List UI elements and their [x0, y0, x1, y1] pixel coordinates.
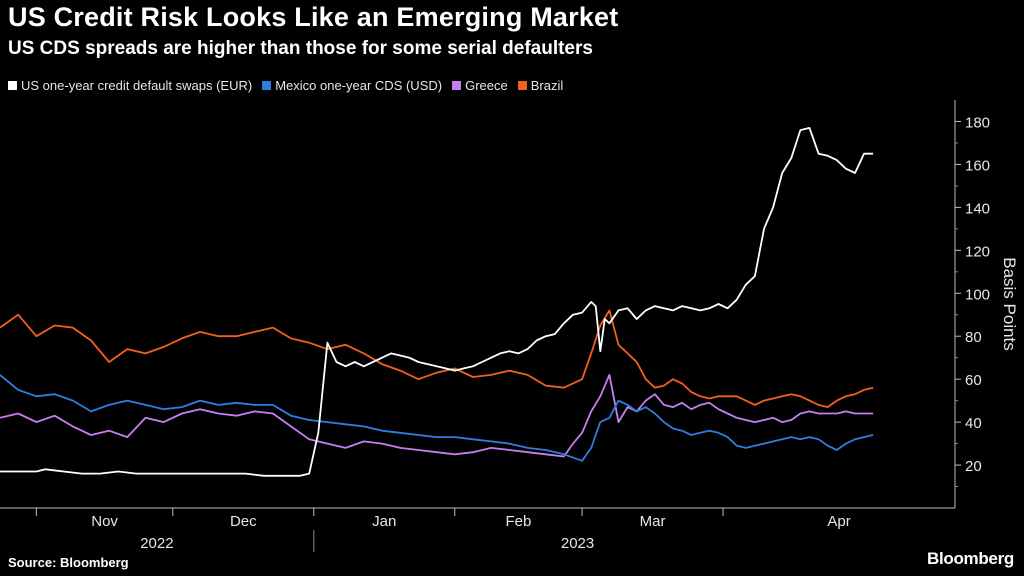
y-tick-label: 40 — [965, 415, 982, 432]
series-line-greece — [0, 374, 874, 458]
legend-swatch-mexico — [262, 81, 272, 90]
legend: US one-year credit default swaps (EUR) M… — [8, 78, 563, 93]
legend-label-greece: Greece — [465, 78, 508, 93]
year-label: 2022 — [140, 535, 173, 552]
series-line-mexico — [0, 374, 874, 462]
legend-item-mexico: Mexico one-year CDS (USD) — [262, 78, 442, 93]
y-tick-label: 180 — [965, 114, 990, 131]
legend-item-greece: Greece — [452, 78, 508, 93]
legend-item-us: US one-year credit default swaps (EUR) — [8, 78, 252, 93]
y-tick-label: 80 — [965, 329, 982, 346]
y-tick-label: 140 — [965, 200, 990, 217]
legend-swatch-greece — [452, 81, 462, 90]
chart-subtitle: US CDS spreads are higher than those for… — [8, 38, 593, 59]
legend-label-brazil: Brazil — [530, 78, 564, 93]
legend-swatch-brazil — [517, 81, 527, 90]
chart-title: US Credit Risk Looks Like an Emerging Ma… — [8, 2, 619, 32]
legend-item-brazil: Brazil — [517, 78, 564, 93]
x-tick-label: Feb — [505, 513, 531, 530]
year-label: 2023 — [561, 535, 594, 552]
source-note: Source: Bloomberg — [8, 555, 129, 570]
bloomberg-logo: Bloomberg — [926, 549, 1014, 568]
series-line-us — [0, 127, 874, 477]
x-tick-label: Nov — [91, 513, 118, 530]
series-line-brazil — [0, 309, 874, 408]
x-tick-label: Dec — [230, 513, 257, 530]
y-tick-label: 60 — [965, 372, 982, 389]
y-tick-label: 120 — [965, 243, 990, 260]
y-tick-label: 160 — [965, 157, 990, 174]
x-tick-label: Jan — [372, 513, 396, 530]
legend-label-mexico: Mexico one-year CDS (USD) — [275, 78, 443, 93]
x-tick-label: Apr — [827, 513, 850, 530]
y-tick-label: 20 — [965, 458, 982, 475]
y-axis-title: Basis Points — [1000, 257, 1019, 351]
legend-label-us: US one-year credit default swaps (EUR) — [21, 78, 253, 93]
x-tick-label: Mar — [640, 513, 666, 530]
legend-swatch-us — [8, 81, 17, 90]
y-tick-label: 100 — [965, 286, 990, 303]
